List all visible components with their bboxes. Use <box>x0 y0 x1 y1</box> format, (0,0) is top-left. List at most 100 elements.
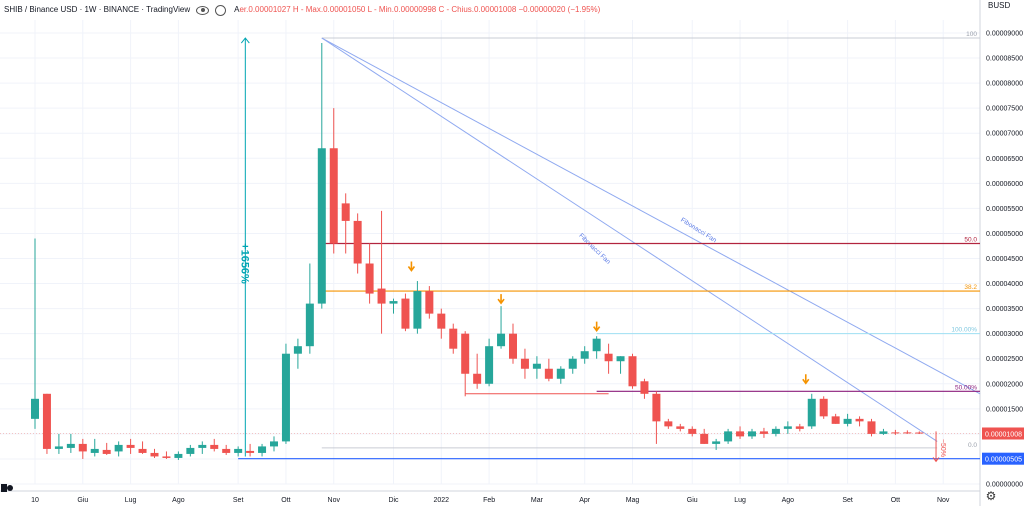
level-label: 50.0 <box>964 236 977 243</box>
candle-body <box>724 431 733 442</box>
candle-body <box>78 443 87 452</box>
candle-body <box>700 433 709 444</box>
candle-body <box>556 368 565 379</box>
candle-body <box>640 381 649 394</box>
y-tick-label: 0.00006000 <box>986 181 1023 188</box>
signal-arrow-icon <box>497 294 505 305</box>
candle-body <box>281 353 290 442</box>
level-label: 50.00% <box>955 384 977 391</box>
candle-body <box>819 398 828 417</box>
candle-body <box>258 446 267 453</box>
candle-body <box>365 263 374 294</box>
candle-body <box>138 448 147 453</box>
y-tick-label: 0.00004500 <box>986 256 1023 263</box>
x-tick-label: Ott <box>281 497 290 504</box>
gear-icon[interactable] <box>215 4 227 16</box>
x-tick-label: Apr <box>579 497 591 504</box>
candle-body <box>903 432 912 434</box>
candle-body <box>305 303 314 347</box>
x-tick-label: Ott <box>891 497 900 504</box>
x-tick-label: Mar <box>531 497 544 504</box>
price-tag <box>982 427 1024 440</box>
y-tick-label: 0.00005000 <box>986 231 1023 238</box>
candle-body <box>664 421 673 427</box>
y-tick-label: 0.00000000 <box>986 482 1023 489</box>
candle-body <box>210 444 219 449</box>
candle-body <box>616 356 625 362</box>
drop-label: −50% <box>939 439 946 457</box>
x-tick-label: Ago <box>172 497 185 504</box>
candle-body <box>174 453 183 458</box>
candle-body <box>688 428 697 434</box>
candle-body <box>795 426 804 429</box>
x-tick-label: Nov <box>937 497 950 504</box>
fibonacci-fan-line <box>321 37 981 395</box>
x-tick-label: Lug <box>734 497 746 504</box>
candle-body <box>843 418 852 424</box>
candle-body <box>568 358 577 369</box>
eye-icon[interactable] <box>196 5 210 15</box>
candle-body <box>449 328 458 349</box>
y-tick-label: 0.00006500 <box>986 156 1023 163</box>
candle-body <box>783 426 792 429</box>
measure-arrow-icon <box>240 37 250 44</box>
x-tick-label: Set <box>233 497 244 504</box>
chart-header: SHIB / Binance USD · 1W · BINANCE · Trad… <box>0 0 980 20</box>
candle-body <box>771 428 780 434</box>
x-tick-label: Nov <box>328 497 341 504</box>
tradingview-logo-icon <box>1 484 13 492</box>
candle-body <box>712 441 721 444</box>
x-tick-label: Lug <box>125 497 137 504</box>
y-tick-label: 0.00009000 <box>986 31 1023 38</box>
candle-body <box>246 450 255 453</box>
ohlc-values: Aer.0.00001027 H - Max.0.00001050 L - Mi… <box>234 0 600 20</box>
candle-body <box>652 393 661 422</box>
candle-body <box>461 333 470 374</box>
candle-body <box>234 448 243 453</box>
chart-settings-gear-icon[interactable]: ⚙ <box>985 489 997 503</box>
candle-body <box>736 431 745 437</box>
signal-arrow-icon <box>802 374 810 385</box>
low-tag-label: 0.00000505 <box>985 457 1022 464</box>
candle-body <box>31 398 39 419</box>
candle-body <box>186 447 195 454</box>
y-tick-label: 0.00003000 <box>986 331 1023 338</box>
y-tick-label: 0.00003500 <box>986 306 1023 313</box>
x-tick-label: Set <box>842 497 853 504</box>
y-tick-label: 0.00005500 <box>986 206 1023 213</box>
candle-body <box>341 203 350 221</box>
candle-body <box>867 421 876 434</box>
candle-body <box>66 443 75 448</box>
price-tag-label: 0.00001008 <box>985 431 1022 438</box>
y-tick-label: 0.00004000 <box>986 281 1023 288</box>
candle-body <box>604 353 613 362</box>
level-label: 38.2 <box>964 284 977 291</box>
x-tick-label: 2022 <box>434 497 450 504</box>
candle-body <box>293 346 302 354</box>
x-tick-label: Feb <box>483 497 495 504</box>
candle-body <box>759 431 768 434</box>
candle-body <box>114 444 123 452</box>
candle-body <box>520 358 529 369</box>
candle-body <box>126 444 135 448</box>
candle-body <box>485 346 494 384</box>
y-tick-label: 0.00008500 <box>986 56 1023 63</box>
x-tick-label: Giu <box>687 497 698 504</box>
candle-body <box>401 298 410 329</box>
currency-label: BUSD <box>988 1 1011 10</box>
candle-body <box>544 368 553 379</box>
measure-label: +1656% <box>238 243 250 284</box>
signal-arrow-icon <box>593 321 601 333</box>
candle-body <box>270 441 278 447</box>
drop-arrow-icon <box>932 457 940 463</box>
ohlc-values-text: er.0.00001027 H - Max.0.00001050 L - Min… <box>239 5 601 14</box>
candle-body <box>317 148 326 304</box>
x-tick-label: Giu <box>77 497 88 504</box>
candle-body <box>413 291 422 329</box>
candle-body <box>377 288 386 304</box>
low-tag <box>982 452 1024 465</box>
candle-body <box>473 373 482 384</box>
symbol-title[interactable]: SHIB / Binance USD · 1W · BINANCE · Trad… <box>4 5 191 15</box>
x-tick-label: 10 <box>31 497 39 504</box>
